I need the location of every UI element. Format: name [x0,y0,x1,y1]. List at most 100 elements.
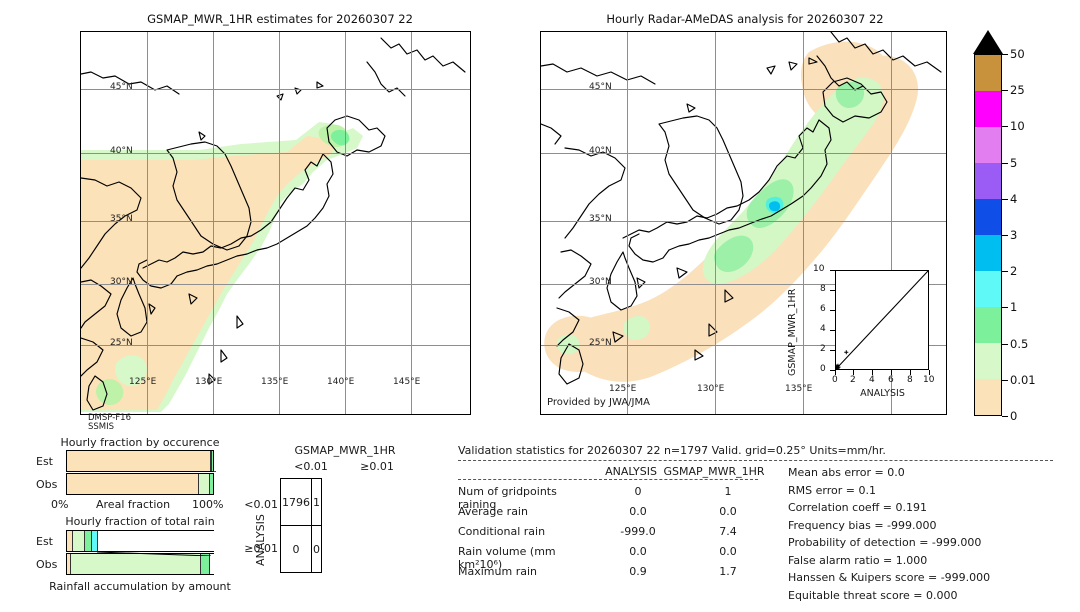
validation-row-name: Average rain [458,505,528,518]
table-row: 0 0 [280,525,322,573]
validation-header: Validation statistics for 20260307 22 n=… [458,444,886,457]
validation-scores: Mean abs error = 0.0 RMS error = 0.1 Cor… [788,466,1068,606]
totalrain-row-label-obs: Obs [36,558,58,571]
occurrence-seg-est-1 [210,451,213,471]
totalrain-seg-est-2 [85,531,92,551]
totalrain-seg-est-0 [67,531,73,551]
totalrain-row-label-est: Est [36,535,53,548]
lon-label-145e: 145°E [393,377,421,387]
colorbar-label-1: 1 [1010,300,1018,315]
occurrence-seg-est-2 [212,451,213,471]
validation-row-name: Maximum rain [458,565,537,578]
score-line: RMS error = 0.1 [788,483,876,497]
one-to-one-line [836,271,928,369]
scatter-xtick-8 [910,370,911,375]
scatter-ylabel-0: 0 [820,364,826,374]
colorbar-band-25-10 [975,91,1001,127]
contingency-cell-miss: 0 [280,525,312,573]
contingency-cell-hit-correctneg: 1796 [280,478,312,526]
lat-label-35n-right: 35°N [589,214,612,224]
scatter-xlabel-10: 10 [923,375,935,385]
lon-label-125e: 125°E [129,377,157,387]
colorbar: 50 25 10 5 4 3 2 1 0.5 0.01 0 [973,30,1036,423]
validation-row: Average rain 0.0 0.0 [458,505,1070,525]
scatter-ytick-0 [830,370,835,371]
lat-gridline-25 [81,345,470,346]
occurrence-row-label-est: Est [36,455,53,468]
occurrence-seg-obs-2 [210,474,213,494]
totalrain-panel: Hourly fraction of total rain [30,515,250,528]
totalrain-seg-obs-1 [71,554,201,574]
scatter-xtick-2 [853,370,854,375]
colorbar-tick-2 [1002,271,1008,273]
colorbar-label-10: 10 [1010,119,1025,134]
validation-row-analysis: 0 [634,485,642,498]
left-panel-title: GSMAP_MWR_1HR estimates for 20260307 22 [147,12,413,26]
colorbar-band-1-05 [975,307,1001,343]
colorbar-label-2: 2 [1010,264,1018,279]
contingency-colhdr-0: <0.01 [294,460,328,473]
left-source-sensor: DMSP-F16 SSMIS [88,414,131,432]
scatter-xtick-4 [872,370,873,375]
scatter-xlabel-4: 4 [869,375,875,385]
occurrence-bar-est [66,450,214,472]
contingency-cell-falsealarm: 1 [311,478,322,526]
lon-label-125e-right: 125°E [609,384,637,394]
colorbar-arrow-icon [973,30,1003,54]
scatter-xtick-10 [929,370,930,375]
totalrain-seg-obs-0 [67,554,72,574]
occurrence-xaxis-label: Areal fraction [96,498,171,511]
table-row: 1796 1 [280,478,322,526]
colorbar-tick-25 [1002,90,1008,92]
scatter-ytick-4 [830,330,835,331]
scatter-xlabel-2: 2 [850,375,856,385]
colorbar-band-3-2 [975,235,1001,271]
lat-label-40n-right: 40°N [589,146,612,156]
lat-label-25n: 25°N [110,338,133,348]
validation-row-gsmap: 1 [724,485,732,498]
scatter-canvas [836,271,928,369]
validation-divider-top [458,460,1053,461]
lat-label-40n: 40°N [110,146,133,156]
contingency-colhdr-1: ≥0.01 [360,460,394,473]
map-credit: Provided by JWA/JMA [547,397,650,408]
lon-gridline-130 [213,32,214,414]
lon-label-130e: 130°E [195,377,223,387]
radar-amedas-map: 45°N 40°N 35°N 30°N 25°N 125°E 130°E 135… [540,31,947,415]
precip-band-green [702,77,884,285]
validation-row: Conditional rain -999.0 7.4 [458,525,1070,545]
validation-colhdr-analysis: ANALYSIS [605,465,657,478]
scatter-ytick-10 [830,270,835,271]
validation-row-gsmap: 7.4 [719,525,737,538]
contingency-table: 1796 1 0 0 [280,478,322,573]
score-line: Hanssen & Kuipers score = -999.000 [788,571,991,584]
totalrain-seg-obs-2 [200,554,210,574]
lat-label-30n-right: 30°N [589,277,612,287]
scatter-plot-area [835,270,929,370]
totalrain-bar-obs [66,553,214,575]
totalrain-seg-est-1 [72,531,86,551]
scatter-ytick-6 [830,310,835,311]
occurrence-xmax-label: 100% [192,498,224,511]
colorbar-tick-001 [1002,379,1008,381]
colorbar-tick-50 [1002,54,1008,55]
validation-row: Maximum rain 0.9 1.7 [458,565,1070,585]
scatter-ylabel-6: 6 [820,304,826,314]
scatter-ytick-2 [830,350,835,351]
occurrence-connector [210,471,216,472]
occurrence-seg-obs-0 [67,474,200,494]
validation-row-name: Conditional rain [458,525,546,538]
validation-row-analysis: 0.9 [629,565,647,578]
validation-row-gsmap: 0.0 [719,545,737,558]
totalrain-title: Hourly fraction of total rain [65,515,215,528]
scatter-ylabel-4: 4 [820,324,826,334]
lat-gridline-40 [81,153,470,154]
occurrence-row-label-obs: Obs [36,478,58,491]
lon-label-130e-right: 130°E [697,384,725,394]
scatter-inset: GSMAP_MWR_1HR 10 8 [787,264,944,412]
lat-label-45n-right: 45°N [589,82,612,92]
score-line: Probability of detection = -999.000 [788,536,982,549]
validation-row-name: Rain volume (mm km²10⁶) [458,545,556,571]
lat-gridline-35-right [541,221,946,222]
colorbar-label-4: 4 [1010,191,1018,206]
